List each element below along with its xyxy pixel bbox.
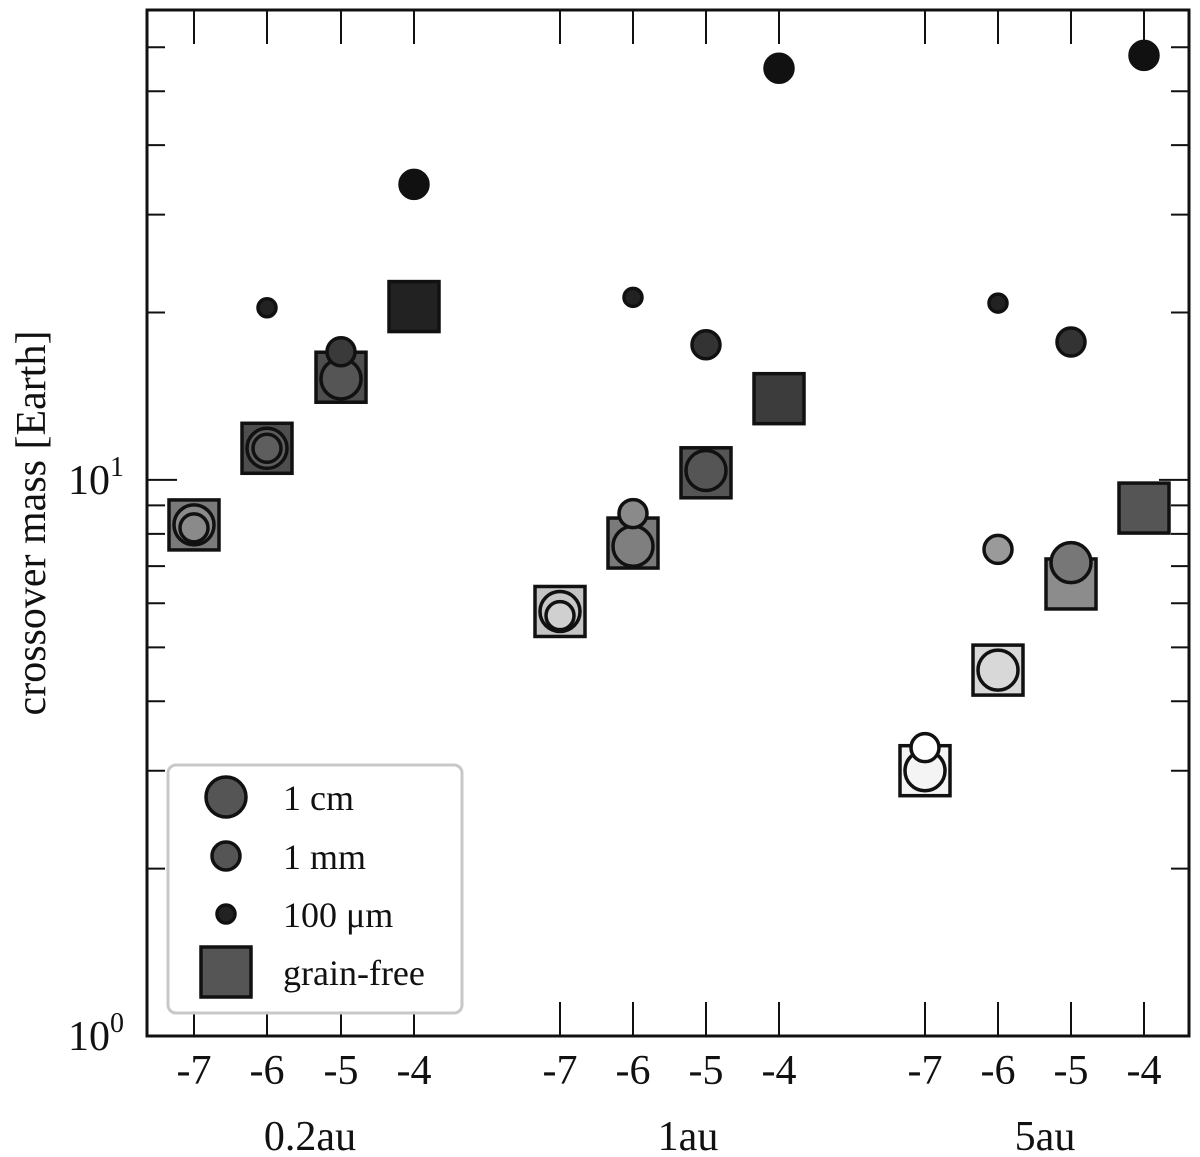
1mm-marker xyxy=(251,432,283,465)
x-tick-label: -6 xyxy=(981,1048,1016,1094)
1cm-marker xyxy=(976,648,1020,692)
1mm-marker xyxy=(178,512,210,544)
x-tick-label: -4 xyxy=(397,1048,432,1094)
1mm-marker xyxy=(544,599,576,632)
data-markers xyxy=(167,39,1171,798)
1mm-marker xyxy=(982,533,1014,566)
1cm-marker xyxy=(1049,540,1093,585)
x-tick-label: -7 xyxy=(908,1048,943,1094)
y-tick-exponent: 0 xyxy=(110,1008,124,1039)
grain-free-marker xyxy=(1117,481,1171,535)
legend-label: 1 cm xyxy=(283,778,354,818)
y-tick-exponent: 1 xyxy=(110,452,124,483)
1mm-marker xyxy=(398,168,430,201)
x-tick-label: -5 xyxy=(1054,1048,1089,1094)
group-label: 1au xyxy=(658,1114,719,1157)
1mm-marker xyxy=(1055,326,1087,358)
1mm-marker xyxy=(690,329,722,361)
legend-label: 100 μm xyxy=(283,895,393,935)
x-tick-label: -4 xyxy=(762,1048,797,1094)
1mm-marker xyxy=(763,52,795,84)
group-label: 0.2au xyxy=(264,1114,356,1157)
100um-marker xyxy=(987,292,1009,314)
x-tick-label: -6 xyxy=(616,1048,651,1094)
legend-square-icon xyxy=(199,945,253,999)
100um-marker xyxy=(256,297,278,319)
1cm-marker xyxy=(611,524,655,568)
group-label: 5au xyxy=(1015,1114,1076,1157)
x-tick-label: -5 xyxy=(324,1048,359,1094)
grain-free-marker xyxy=(752,371,806,426)
legend-circle-icon xyxy=(204,775,248,819)
x-tick-label: -4 xyxy=(1127,1048,1162,1094)
x-tick-label: -7 xyxy=(543,1048,578,1094)
x-tick-label: -7 xyxy=(177,1048,212,1094)
1mm-marker xyxy=(909,731,941,764)
y-tick-label: 101 xyxy=(68,452,124,504)
y-tick-label: 100 xyxy=(68,1008,124,1060)
1cm-marker xyxy=(684,448,728,493)
legend-circle-icon xyxy=(210,840,242,872)
y-tick-base: 10 xyxy=(68,458,110,504)
1mm-marker xyxy=(1128,39,1160,72)
1mm-marker xyxy=(617,497,649,530)
legend-label: 1 mm xyxy=(283,837,366,877)
legend-circle-icon xyxy=(215,903,237,925)
grain-free-marker xyxy=(387,279,441,334)
y-axis-label: crossover mass [Earth] xyxy=(9,331,55,716)
x-tick-label: -5 xyxy=(689,1048,724,1094)
y-tick-base: 10 xyxy=(68,1014,110,1060)
legend-label: grain-free xyxy=(283,953,425,993)
plot-frame xyxy=(145,8,1191,1038)
1mm-marker xyxy=(325,336,357,368)
100um-marker xyxy=(622,286,644,309)
x-tick-label: -6 xyxy=(250,1048,285,1094)
legend: 1 cm 1 mm 100 μm grain-free xyxy=(166,763,464,1015)
